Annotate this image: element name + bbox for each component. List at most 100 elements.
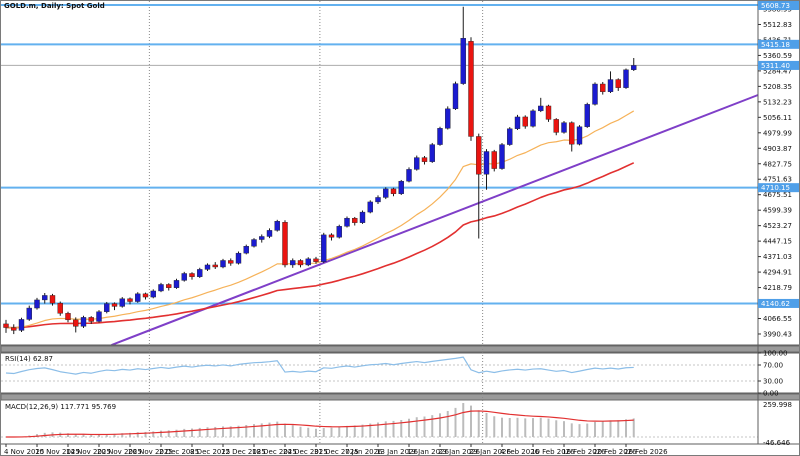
time-axis-label: 20 Feb 2026 [593, 448, 637, 456]
bull-candle [181, 273, 187, 281]
bear-candle [142, 293, 149, 298]
bull-candle [437, 128, 443, 145]
bull-candle [42, 295, 48, 301]
rsi-axis-label: 30.00 [763, 378, 783, 386]
panel-separator[interactable] [1, 345, 800, 353]
bull-candle [623, 69, 629, 88]
price-axis-label: 5512.83 [763, 21, 792, 29]
bear-candle [282, 222, 288, 266]
bid-price-badge[interactable] [758, 60, 799, 70]
slow-ma-line [5, 162, 635, 329]
time-axis-label: 24 Dec 2025 [283, 448, 328, 456]
price-axis-label: 4827.75 [763, 160, 792, 168]
bear-candle [491, 151, 497, 169]
time-axis-label: 23 Jan 2026 [438, 448, 481, 456]
bear-candle [212, 264, 218, 268]
level-price-badge[interactable] [758, 298, 799, 308]
bear-candle [73, 319, 79, 327]
bull-candle [414, 157, 420, 170]
bull-candle [383, 188, 389, 198]
bull-candle [80, 317, 87, 327]
bear-candle [545, 105, 552, 120]
rsi-axis-label: 0.00 [763, 390, 779, 398]
bear-candle [11, 327, 17, 331]
bull-candle [18, 319, 25, 331]
time-axis-label: 16 Feb 2026 [562, 448, 606, 456]
level-price-badge-text: 4140.62 [761, 300, 790, 308]
bull-candle [135, 293, 141, 302]
bear-candle [3, 323, 9, 328]
bull-candle [607, 79, 614, 92]
bull-candle [445, 108, 451, 129]
level-price-badge-text: 4710.15 [761, 184, 790, 192]
bull-candle [96, 311, 102, 322]
bear-candle [189, 273, 195, 277]
bear-candle [600, 83, 606, 92]
bull-candle [592, 83, 598, 105]
ascending-trendline[interactable] [111, 94, 759, 346]
level-price-badge[interactable] [758, 39, 799, 49]
bear-candle [166, 284, 172, 288]
bear-candle [553, 119, 559, 133]
time-axis-label: 7 Jan 2026 [345, 448, 383, 456]
price-axis-label: 5208.35 [763, 83, 792, 91]
bull-candle [576, 126, 583, 145]
bull-candle [150, 290, 156, 298]
bull-candle [251, 239, 257, 247]
bear-candle [615, 79, 621, 88]
bear-candle [313, 258, 319, 262]
bid-price-badge-text: 5311.40 [761, 62, 790, 70]
price-axis-label: 4523.27 [763, 222, 792, 230]
chart-title: GOLD.m, Daily: Spot Gold [4, 2, 105, 10]
rsi-indicator-label: RSI(14) 62.87 [5, 355, 54, 363]
level-price-badge[interactable] [758, 1, 799, 10]
level-price-badge-text: 5415.18 [761, 41, 790, 49]
bull-candle [452, 83, 459, 110]
time-axis-label: 14 Nov 2025 [66, 448, 111, 456]
bull-candle [173, 280, 180, 288]
price-axis-label: 4903.87 [763, 145, 792, 153]
time-axis-label: 13 Jan 2026 [376, 448, 419, 456]
bear-candle [297, 260, 304, 266]
bull-candle [259, 236, 265, 240]
level-price-badge[interactable] [758, 183, 799, 193]
bear-candle [522, 116, 528, 127]
bear-candle [468, 41, 474, 137]
rsi-axis-label: 70.00 [763, 362, 783, 370]
bull-candle [274, 221, 280, 231]
macd-min-label: -46.646 [763, 439, 791, 447]
bear-candle [57, 302, 63, 314]
bull-candle [305, 258, 311, 266]
bull-candle [321, 234, 327, 262]
bull-candle [631, 65, 637, 70]
bull-candle [398, 180, 404, 194]
bull-candle [119, 298, 125, 307]
bull-candle [530, 110, 536, 127]
bear-candle [390, 188, 397, 194]
macd-indicator-label: MACD(12,26,9) 117.771 95.769 [5, 403, 117, 411]
time-axis-label: 10 Nov 2025 [35, 448, 80, 456]
bull-candle [359, 211, 366, 223]
time-axis-label: 4 Feb 2026 [500, 448, 540, 456]
bear-candle [421, 157, 428, 162]
price-axis-label: 4371.03 [763, 253, 792, 261]
bull-candle [561, 122, 567, 133]
price-axis-label: 4675.51 [763, 191, 792, 199]
bull-candle [220, 260, 226, 268]
time-axis-label: 31 Dec 2025 [314, 448, 359, 456]
panel-separator[interactable] [1, 393, 800, 401]
time-axis-label: 29 Jan 2026 [469, 448, 512, 456]
macd-max-label: 259.998 [763, 401, 792, 409]
price-axis-label: 4294.91 [763, 269, 792, 277]
bull-candle [336, 226, 342, 238]
price-axis-label: 4447.15 [763, 238, 792, 246]
bull-candle [266, 230, 273, 237]
bear-candle [476, 136, 482, 175]
rsi-line [5, 356, 634, 375]
bull-candle [367, 201, 373, 213]
price-axis-label: 5360.59 [763, 52, 792, 60]
bull-candle [584, 104, 590, 127]
bull-candle [406, 169, 412, 182]
price-axis-label: 5132.23 [763, 98, 792, 106]
